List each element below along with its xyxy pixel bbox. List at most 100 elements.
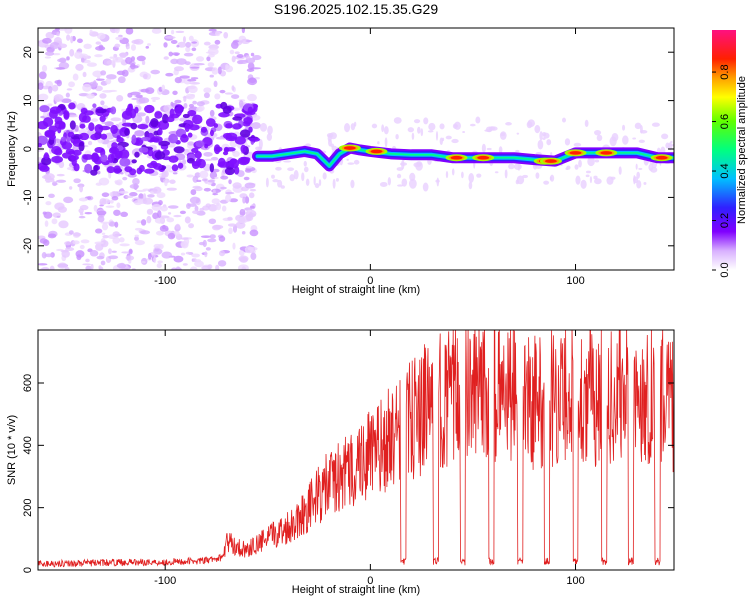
noise-blob bbox=[106, 74, 117, 80]
noise-blob bbox=[207, 238, 217, 243]
noise-blob bbox=[215, 202, 222, 211]
noise-blob bbox=[38, 82, 44, 90]
noise-blob bbox=[142, 193, 147, 202]
noise-blob bbox=[163, 56, 169, 60]
noise-blob bbox=[214, 176, 219, 179]
noise-core-blob bbox=[137, 123, 149, 130]
noise-blob bbox=[212, 193, 219, 196]
noise-blob bbox=[190, 189, 197, 196]
noise-blob bbox=[191, 41, 197, 44]
ridge-halo-blob bbox=[454, 124, 458, 128]
noise-core-blob bbox=[60, 136, 67, 142]
noise-core-blob bbox=[243, 116, 253, 125]
noise-blob bbox=[193, 63, 205, 66]
ridge-halo-blob bbox=[346, 158, 349, 161]
noise-blob bbox=[179, 75, 190, 79]
noise-blob bbox=[172, 172, 178, 175]
noise-core-blob bbox=[111, 142, 118, 149]
ridge-halo-blob bbox=[332, 178, 336, 189]
noise-blob bbox=[87, 140, 93, 146]
noise-core-blob bbox=[82, 154, 94, 160]
ridge-halo-blob bbox=[594, 159, 600, 163]
noise-blob bbox=[114, 221, 119, 228]
noise-blob bbox=[236, 53, 244, 59]
noise-core-blob bbox=[38, 143, 43, 148]
noise-blob bbox=[196, 179, 202, 182]
noise-blob bbox=[115, 36, 124, 41]
noise-core-blob bbox=[222, 132, 232, 139]
ridge-halo-blob bbox=[585, 174, 590, 178]
ridge-halo-blob bbox=[639, 129, 648, 134]
noise-blob bbox=[79, 244, 85, 250]
noise-blob bbox=[120, 172, 124, 175]
noise-blob bbox=[196, 106, 203, 113]
ridge-halo-blob bbox=[505, 122, 512, 126]
noise-blob bbox=[51, 218, 58, 225]
ridge-halo-blob bbox=[462, 130, 466, 133]
noise-core-blob bbox=[234, 136, 246, 145]
noise-blob bbox=[209, 74, 214, 78]
noise-blob bbox=[203, 187, 211, 192]
ridge-halo-blob bbox=[594, 178, 602, 185]
noise-blob bbox=[146, 215, 152, 224]
noise-blob bbox=[109, 199, 114, 204]
noise-core-blob bbox=[43, 152, 49, 160]
snr-panel: -100 0 100 0 200 400 600 Height of straight l… bbox=[6, 329, 675, 596]
noise-core-blob bbox=[95, 108, 107, 114]
noise-blob bbox=[203, 158, 214, 162]
ridge-halo-blob bbox=[335, 178, 339, 182]
noise-blob bbox=[156, 263, 162, 269]
ridge-halo-blob bbox=[422, 182, 429, 192]
noise-blob bbox=[206, 56, 211, 62]
ridge-halo-blob bbox=[272, 179, 279, 183]
noise-blob bbox=[145, 115, 150, 124]
noise-blob bbox=[147, 43, 152, 46]
noise-blob bbox=[244, 196, 250, 204]
noise-core-blob bbox=[209, 163, 215, 173]
ridge-halo-blob bbox=[303, 166, 309, 173]
noise-blob bbox=[199, 207, 205, 212]
noise-blob bbox=[100, 260, 106, 266]
noise-blob bbox=[160, 205, 168, 212]
ridge-halo-blob bbox=[516, 132, 520, 135]
noise-blob bbox=[208, 218, 217, 225]
noise-blob bbox=[75, 63, 84, 71]
colorbar: 0.0 0.2 0.4 0.6 0.8 Normalized spectral ampl… bbox=[712, 30, 748, 278]
ridge-halo-blob bbox=[546, 139, 552, 146]
noise-blob bbox=[108, 255, 119, 260]
noise-blob bbox=[95, 182, 103, 186]
ridge-halo-blob bbox=[267, 125, 273, 135]
ridge-halo-blob bbox=[301, 172, 305, 182]
noise-core-blob bbox=[213, 144, 221, 155]
noise-blob bbox=[101, 121, 107, 124]
ridge-halo-blob bbox=[632, 137, 637, 140]
noise-blob bbox=[167, 205, 179, 209]
noise-blob bbox=[107, 248, 112, 255]
noise-blob bbox=[185, 251, 191, 255]
noise-blob bbox=[187, 141, 195, 146]
noise-blob bbox=[72, 73, 79, 81]
noise-blob bbox=[229, 49, 235, 55]
ridge-halo-blob bbox=[413, 119, 421, 124]
ridge-halo-blob bbox=[423, 117, 429, 125]
noise-blob bbox=[145, 45, 150, 49]
ridge-halo-blob bbox=[481, 143, 486, 153]
noise-core-blob bbox=[191, 147, 199, 153]
noise-blob bbox=[99, 198, 107, 205]
ridge-halo-blob bbox=[420, 128, 424, 137]
noise-blob bbox=[52, 52, 61, 56]
ridge-halo-blob bbox=[635, 163, 638, 170]
ridge-halo-blob bbox=[407, 127, 415, 133]
noise-core-blob bbox=[49, 106, 62, 115]
noise-core-blob bbox=[90, 133, 100, 141]
noise-blob bbox=[134, 240, 145, 246]
noise-core-blob bbox=[195, 140, 205, 148]
noise-blob bbox=[130, 44, 136, 51]
noise-blob bbox=[169, 179, 176, 184]
ridge-halo-blob bbox=[585, 170, 591, 174]
noise-blob bbox=[247, 62, 255, 71]
noise-blob bbox=[188, 85, 198, 94]
snr-x-ticks: -100 0 100 bbox=[154, 330, 585, 587]
noise-blob bbox=[162, 224, 166, 230]
